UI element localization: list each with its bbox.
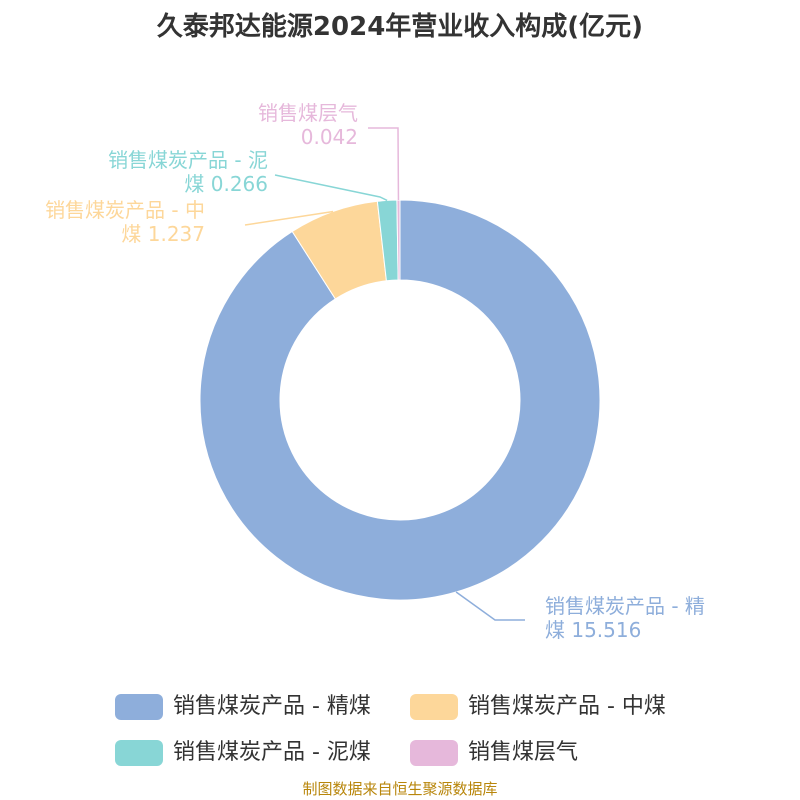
donut-slice [199,199,601,601]
data-label-value: 15.516 [571,618,642,642]
data-label-name: 销售煤层气 [258,101,358,125]
legend-swatch [410,694,458,720]
data-label: 销售煤炭产品 - 中煤 1.237 [45,198,205,246]
legend-swatch [410,740,458,766]
legend-label: 销售煤炭产品 - 精煤 [173,694,371,719]
data-label: 销售煤炭产品 - 精煤 15.516 [545,594,705,642]
source-note: 制图数据来自恒生聚源数据库 [302,780,498,798]
leader-line [368,127,400,201]
leader-line [455,591,525,621]
data-label-value: 0.266 [210,172,268,196]
data-label-name: 销售煤炭产品 - 泥煤 [108,148,268,196]
legend-label: 销售煤炭产品 - 泥煤 [173,740,371,765]
data-label-value: 0.042 [300,125,358,149]
leader-line [274,174,388,202]
data-label: 销售煤层气 0.042 [198,101,358,149]
leader-line [244,210,334,226]
data-label-value: 1.237 [147,222,205,246]
data-label: 销售煤炭产品 - 泥煤 0.266 [108,148,268,196]
donut-slice [396,199,401,281]
chart-title: 久泰邦达能源2024年营业收入构成(亿元) [156,12,644,42]
data-label-name: 销售煤炭产品 - 中煤 [45,198,205,246]
legend-label: 销售煤层气 [468,740,579,765]
legend-swatch [115,694,163,720]
legend-swatch [115,740,163,766]
legend-label: 销售煤炭产品 - 中煤 [468,694,666,719]
data-label-name: 销售煤炭产品 - 精煤 [545,594,705,642]
